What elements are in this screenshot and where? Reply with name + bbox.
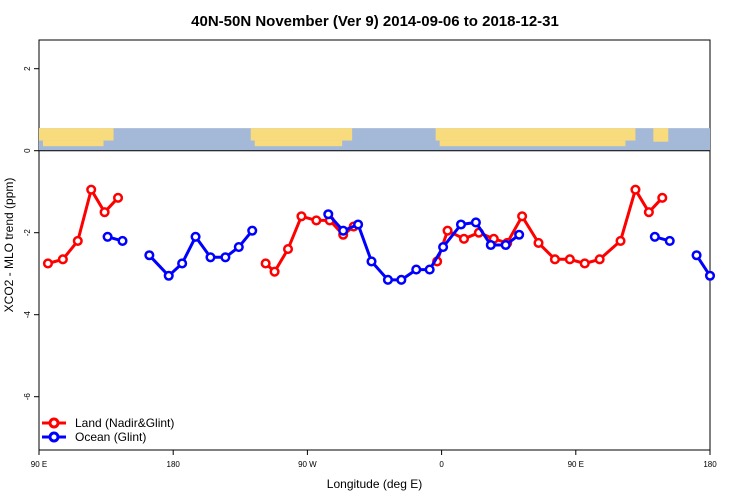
legend-land-label: Land (Nadir&Glint) — [75, 416, 174, 430]
data-point — [424, 264, 435, 275]
data-point — [296, 211, 307, 222]
x-tick-label: 0 — [439, 460, 444, 469]
data-point — [382, 274, 393, 285]
x-tick-label: 90 W — [298, 460, 317, 469]
world-map-strip — [39, 128, 710, 151]
data-point — [366, 256, 377, 267]
map-land — [43, 140, 104, 147]
map-land — [39, 128, 114, 141]
data-point — [517, 211, 528, 222]
legend: Land (Nadir&Glint) Ocean (Glint) — [42, 416, 174, 444]
data-point — [338, 225, 349, 236]
y-tick-label: -2 — [23, 229, 32, 237]
legend-ocean-label: Ocean (Glint) — [75, 430, 146, 444]
data-point — [260, 258, 271, 269]
data-point — [311, 215, 322, 226]
data-point — [282, 244, 294, 255]
data-point — [177, 258, 188, 269]
data-point — [470, 217, 481, 228]
map-land — [653, 128, 669, 142]
y-tick-label: -6 — [23, 393, 32, 401]
series-land — [42, 184, 668, 277]
x-tick-label: 180 — [703, 460, 717, 469]
data-point — [455, 219, 467, 230]
x-tick-label: 180 — [167, 460, 181, 469]
plot-frame — [38, 39, 711, 451]
data-point — [564, 254, 575, 265]
y-tick-label: -4 — [23, 311, 32, 319]
legend-ocean-marker — [48, 431, 60, 443]
chart-title: 40N-50N November (Ver 9) 2014-09-06 to 2… — [191, 13, 559, 30]
data-point — [664, 235, 675, 246]
data-point — [458, 233, 470, 244]
data-point — [691, 250, 702, 261]
data-point — [117, 235, 128, 246]
x-tick-label: 90 E — [568, 460, 584, 469]
data-point — [704, 270, 716, 281]
data-point — [657, 192, 668, 203]
series-line — [148, 229, 254, 278]
y-axis-label: XCO2 - MLO trend (ppm) — [2, 178, 16, 313]
data-point — [99, 207, 110, 218]
data-point — [594, 254, 605, 265]
data-point — [86, 184, 97, 195]
data-point — [630, 184, 641, 195]
data-point — [220, 252, 231, 263]
data-point — [72, 235, 83, 246]
data-point — [579, 258, 590, 269]
data-point — [649, 231, 660, 242]
data-point — [190, 231, 201, 242]
data-point — [163, 270, 174, 281]
data-point — [643, 207, 654, 218]
map-land — [435, 128, 636, 141]
data-point — [442, 225, 453, 236]
x-tick-label: 90 E — [31, 460, 47, 469]
data-point — [533, 237, 544, 248]
series-ocean — [102, 209, 716, 285]
map-land — [250, 128, 353, 141]
data-point — [205, 252, 216, 263]
data-point — [247, 225, 258, 236]
x-axis-label: Longitude (deg E) — [327, 477, 422, 491]
data-point — [323, 209, 334, 220]
data-point — [102, 231, 113, 242]
data-point — [500, 239, 511, 251]
y-tick-label: 2 — [23, 66, 32, 71]
data-point — [233, 242, 244, 253]
data-point — [411, 264, 422, 275]
data-point — [549, 254, 560, 265]
map-land — [254, 140, 343, 147]
data-point — [57, 254, 68, 265]
map-land — [439, 140, 626, 147]
data-point — [438, 242, 449, 253]
legend-land-marker — [48, 417, 60, 429]
data-point — [112, 192, 124, 203]
series-line — [47, 188, 120, 265]
data-point — [396, 274, 407, 285]
data-point — [42, 258, 53, 269]
data-point — [353, 219, 364, 230]
data-point — [514, 229, 525, 240]
series-line — [435, 188, 664, 265]
data-point — [144, 250, 155, 261]
y-tick-label: 0 — [23, 148, 32, 153]
series-line — [264, 214, 355, 274]
data-point — [615, 235, 626, 246]
data-point — [269, 266, 280, 277]
data-point — [485, 239, 496, 251]
